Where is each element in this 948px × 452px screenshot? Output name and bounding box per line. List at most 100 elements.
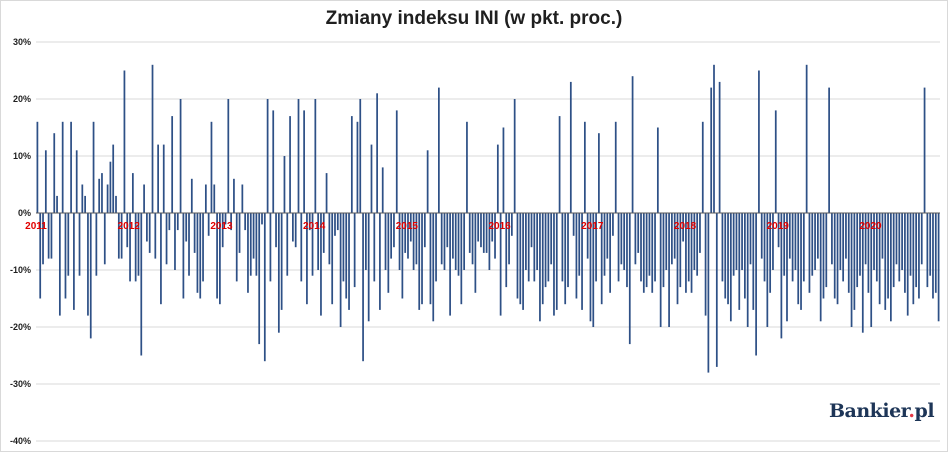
bar	[640, 213, 642, 282]
bar	[564, 213, 567, 305]
bar	[146, 213, 148, 242]
bar	[384, 213, 387, 270]
bar	[788, 213, 791, 259]
y-tick-label: 0%	[18, 208, 31, 218]
bar	[482, 213, 485, 253]
bar	[160, 213, 162, 305]
bar	[864, 213, 867, 265]
bar	[895, 213, 898, 265]
bar	[174, 213, 176, 270]
bar	[438, 87, 440, 213]
bar	[140, 213, 143, 356]
bar	[112, 144, 115, 213]
bar	[735, 213, 738, 270]
bar	[356, 121, 359, 213]
bar	[488, 213, 491, 270]
bar	[724, 213, 727, 299]
bar	[123, 70, 126, 213]
bar	[266, 99, 269, 213]
bar	[252, 213, 255, 259]
year-label: 2020	[859, 221, 882, 232]
bar	[758, 70, 760, 213]
bar	[502, 127, 505, 213]
bar	[561, 213, 564, 282]
bar	[395, 110, 398, 213]
bar	[58, 213, 61, 316]
bar	[890, 213, 892, 322]
bar	[92, 121, 95, 213]
bar	[833, 213, 836, 299]
bar	[390, 213, 393, 259]
bar	[932, 213, 934, 299]
bar	[811, 213, 814, 276]
bar	[842, 213, 845, 282]
bar	[634, 213, 637, 265]
bar	[106, 184, 109, 213]
bar	[614, 121, 617, 213]
bar	[581, 213, 583, 310]
bar	[131, 173, 134, 213]
bar	[763, 213, 766, 282]
bar	[847, 213, 850, 293]
bar	[817, 213, 819, 259]
bar	[786, 213, 788, 322]
bar	[853, 213, 856, 310]
bar	[84, 195, 86, 213]
bar	[850, 213, 853, 327]
bar	[454, 213, 457, 270]
bar	[89, 213, 92, 339]
bar	[272, 110, 275, 213]
bar	[179, 99, 182, 213]
bar	[466, 121, 468, 213]
bar	[286, 213, 289, 276]
bar	[732, 213, 735, 276]
bar	[213, 184, 216, 213]
bar	[224, 213, 227, 225]
bar	[202, 213, 204, 282]
bar	[64, 213, 67, 299]
bar	[774, 110, 777, 213]
bar	[906, 213, 909, 316]
bar	[744, 213, 746, 299]
bar	[292, 213, 294, 242]
bar	[134, 213, 137, 282]
bar	[547, 213, 550, 282]
bar	[432, 213, 435, 322]
bar	[373, 213, 376, 282]
bar	[713, 64, 715, 213]
year-label: 2013	[210, 221, 233, 232]
bar	[631, 76, 634, 213]
bar	[525, 213, 527, 270]
bar	[353, 213, 356, 288]
bar	[308, 213, 311, 231]
bar	[884, 213, 887, 310]
bar	[516, 213, 519, 299]
bar	[567, 213, 569, 288]
bar	[379, 213, 381, 310]
bar	[715, 213, 718, 367]
bar	[221, 213, 224, 248]
bar	[154, 213, 157, 259]
bar	[600, 213, 603, 305]
bar	[668, 213, 670, 327]
logo-dot: .	[908, 400, 915, 422]
bar	[219, 213, 221, 305]
bar	[831, 213, 833, 265]
bar	[336, 213, 339, 231]
bankier-logo: Bankier.pl	[829, 400, 935, 422]
bar	[749, 213, 752, 265]
bar	[297, 99, 300, 213]
bar	[188, 213, 190, 276]
bar	[659, 213, 662, 327]
bar	[685, 213, 687, 293]
bar	[61, 121, 64, 213]
bar	[861, 213, 864, 333]
bar	[800, 213, 802, 310]
bar	[73, 213, 75, 310]
bar	[258, 213, 261, 345]
bar	[555, 213, 558, 310]
bar	[628, 213, 631, 345]
year-label: 2014	[303, 221, 326, 232]
bar	[398, 213, 401, 270]
bar	[81, 184, 84, 213]
